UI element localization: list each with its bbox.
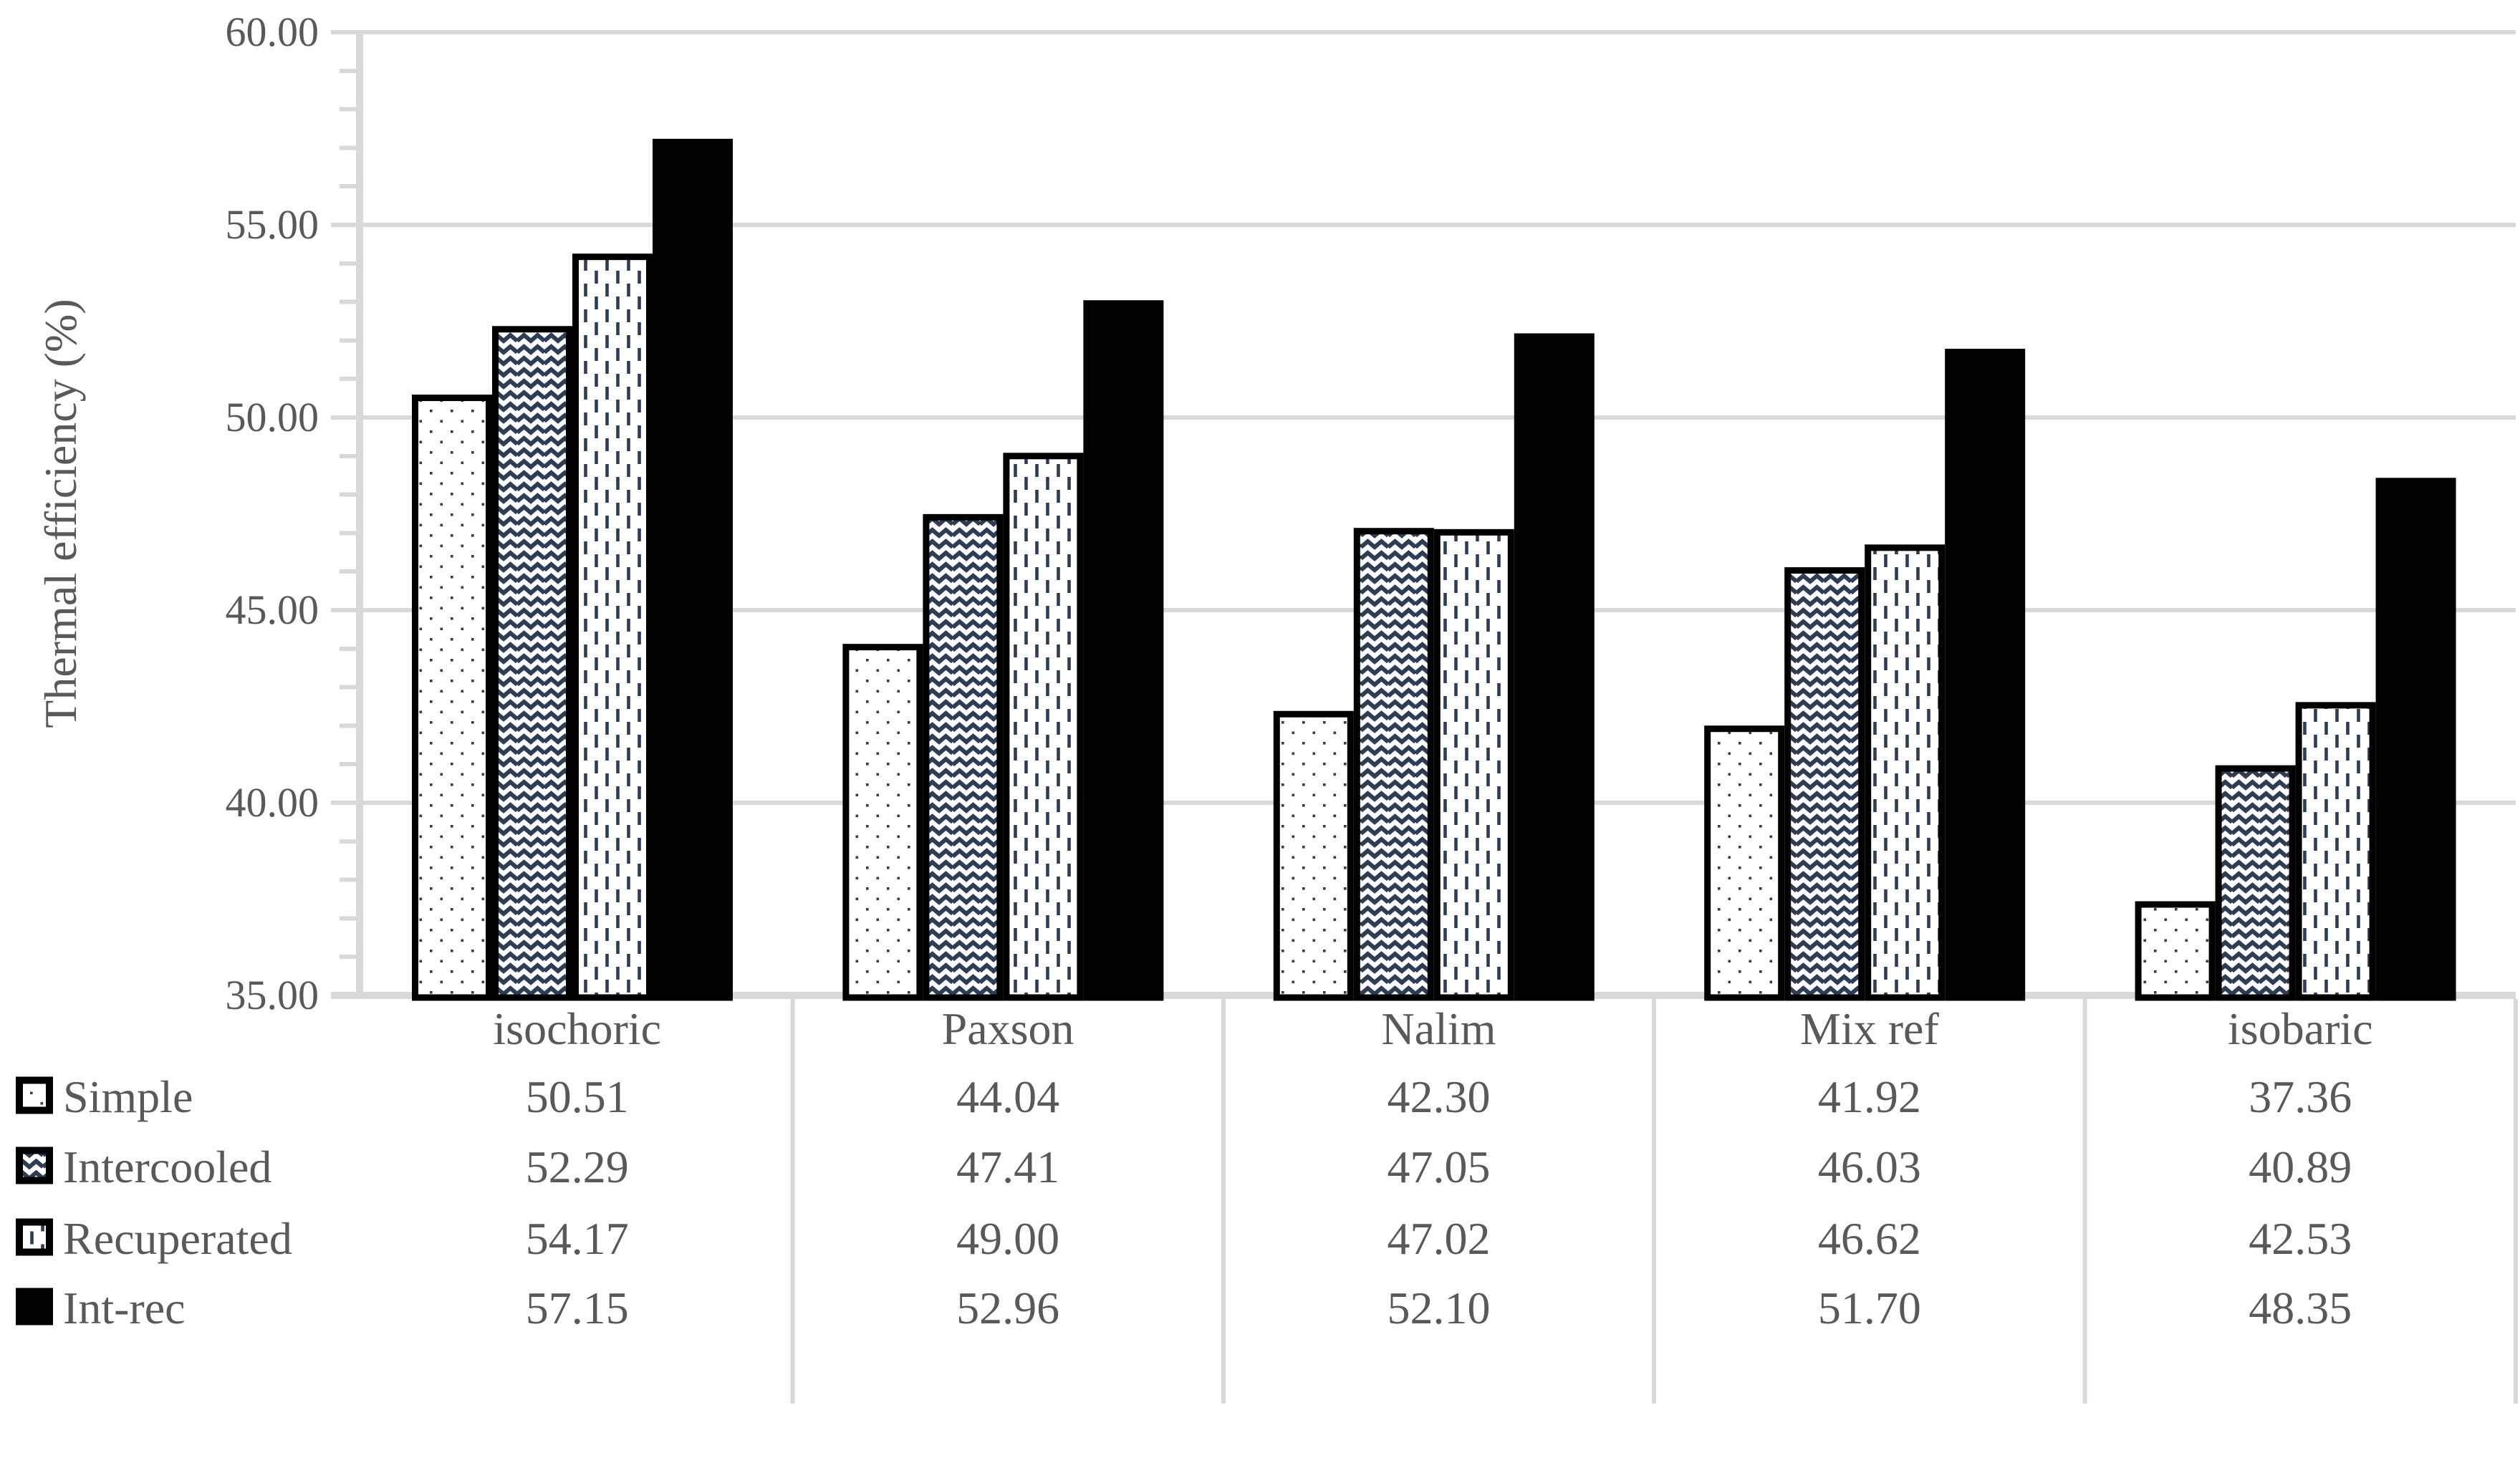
category-label-mix-ref: Mix ref	[1800, 1003, 1939, 1054]
bar-intercooled-paxson	[923, 513, 1004, 1001]
table-value: 52.29	[525, 1141, 629, 1192]
legend-swatch-pattern	[16, 1288, 53, 1326]
category-label-nalim: Nalim	[1381, 1003, 1496, 1054]
legend-label-simple: Simple	[63, 1071, 193, 1122]
bar-recuperated-isochoric	[572, 254, 653, 1001]
bar-int-rec-mix-ref	[1945, 349, 2026, 1001]
legend-label-int-rec: Int-rec	[63, 1283, 186, 1333]
table-value: 50.51	[525, 1071, 629, 1122]
bar-intercooled-mix-ref	[1784, 567, 1865, 1001]
y-tick-label: 60.00	[225, 9, 319, 55]
bar-int-rec-paxson	[1083, 300, 1164, 1001]
bar-recuperated-mix-ref	[1865, 544, 1946, 1001]
bar-intercooled-isobaric	[2215, 765, 2296, 1001]
legend-swatch-pattern	[16, 1146, 53, 1184]
legend-swatch-rect	[16, 1076, 53, 1114]
table-value: 52.10	[1387, 1283, 1491, 1333]
bars-layer	[412, 138, 2456, 1001]
table-divider-lines	[790, 999, 2518, 1404]
table-value: 41.92	[1817, 1071, 1921, 1122]
category-label-isochoric: isochoric	[493, 1003, 661, 1054]
legend-swatch-rect	[16, 1146, 53, 1184]
table-value: 44.04	[956, 1071, 1060, 1122]
category-label-isobaric: isobaric	[2228, 1003, 2373, 1054]
table-value: 52.96	[956, 1283, 1060, 1333]
table-value: 49.00	[956, 1213, 1060, 1264]
legend-swatch-pattern	[16, 1218, 53, 1256]
bar-int-rec-nalim	[1514, 333, 1595, 1001]
bar-simple-nalim	[1273, 710, 1354, 1001]
category-label-paxson: Paxson	[941, 1003, 1074, 1054]
bar-intercooled-isochoric	[492, 326, 572, 1001]
bar-simple-isobaric	[2135, 901, 2216, 1001]
bar-int-rec-isochoric	[653, 138, 733, 1001]
y-tick-label: 35.00	[225, 972, 319, 1018]
legend-swatch-recuperated-vdash-icon	[16, 1218, 53, 1260]
legend-swatch-intercooled-wave-icon	[16, 1146, 53, 1188]
legend-label-recuperated: Recuperated	[63, 1213, 292, 1264]
bar-recuperated-paxson	[1003, 453, 1084, 1001]
table-value: 42.53	[2249, 1213, 2352, 1264]
y-axis-title: Thermal efficiency (%)	[35, 299, 86, 728]
table-value: 48.35	[2249, 1283, 2352, 1333]
legend-swatch-rect	[16, 1288, 53, 1326]
bar-simple-mix-ref	[1704, 725, 1785, 1001]
legend-swatch-rect	[16, 1218, 53, 1256]
y-tick-label: 50.00	[225, 394, 319, 440]
y-tick-label: 40.00	[225, 779, 319, 826]
table-value: 54.17	[525, 1213, 629, 1264]
table-value: 47.02	[1387, 1213, 1491, 1264]
legend-swatch-int-rec-solid-icon	[16, 1288, 53, 1329]
bar-simple-isochoric	[412, 395, 492, 1001]
legend-swatch-pattern	[16, 1076, 53, 1114]
bar-recuperated-nalim	[1433, 528, 1514, 1001]
bar-int-rec-isobaric	[2375, 478, 2456, 1001]
y-tick-label: 55.00	[225, 201, 319, 248]
table-value: 46.62	[1817, 1213, 1921, 1264]
table-value: 37.36	[2249, 1071, 2352, 1122]
legend-label-intercooled: Intercooled	[63, 1141, 272, 1192]
bar-simple-paxson	[842, 644, 923, 1001]
table-value: 40.89	[2249, 1141, 2352, 1192]
table-value: 47.05	[1387, 1141, 1491, 1192]
bar-recuperated-isobaric	[2295, 702, 2376, 1001]
table-value: 42.30	[1387, 1071, 1491, 1122]
table-value: 51.70	[1817, 1283, 1921, 1333]
y-tick-label: 45.00	[225, 586, 319, 633]
table-value: 46.03	[1817, 1141, 1921, 1192]
table-value: 57.15	[525, 1283, 629, 1333]
legend-swatch-simple-dots-icon	[16, 1076, 53, 1118]
table-value: 47.41	[956, 1141, 1060, 1192]
bar-intercooled-nalim	[1353, 528, 1434, 1001]
